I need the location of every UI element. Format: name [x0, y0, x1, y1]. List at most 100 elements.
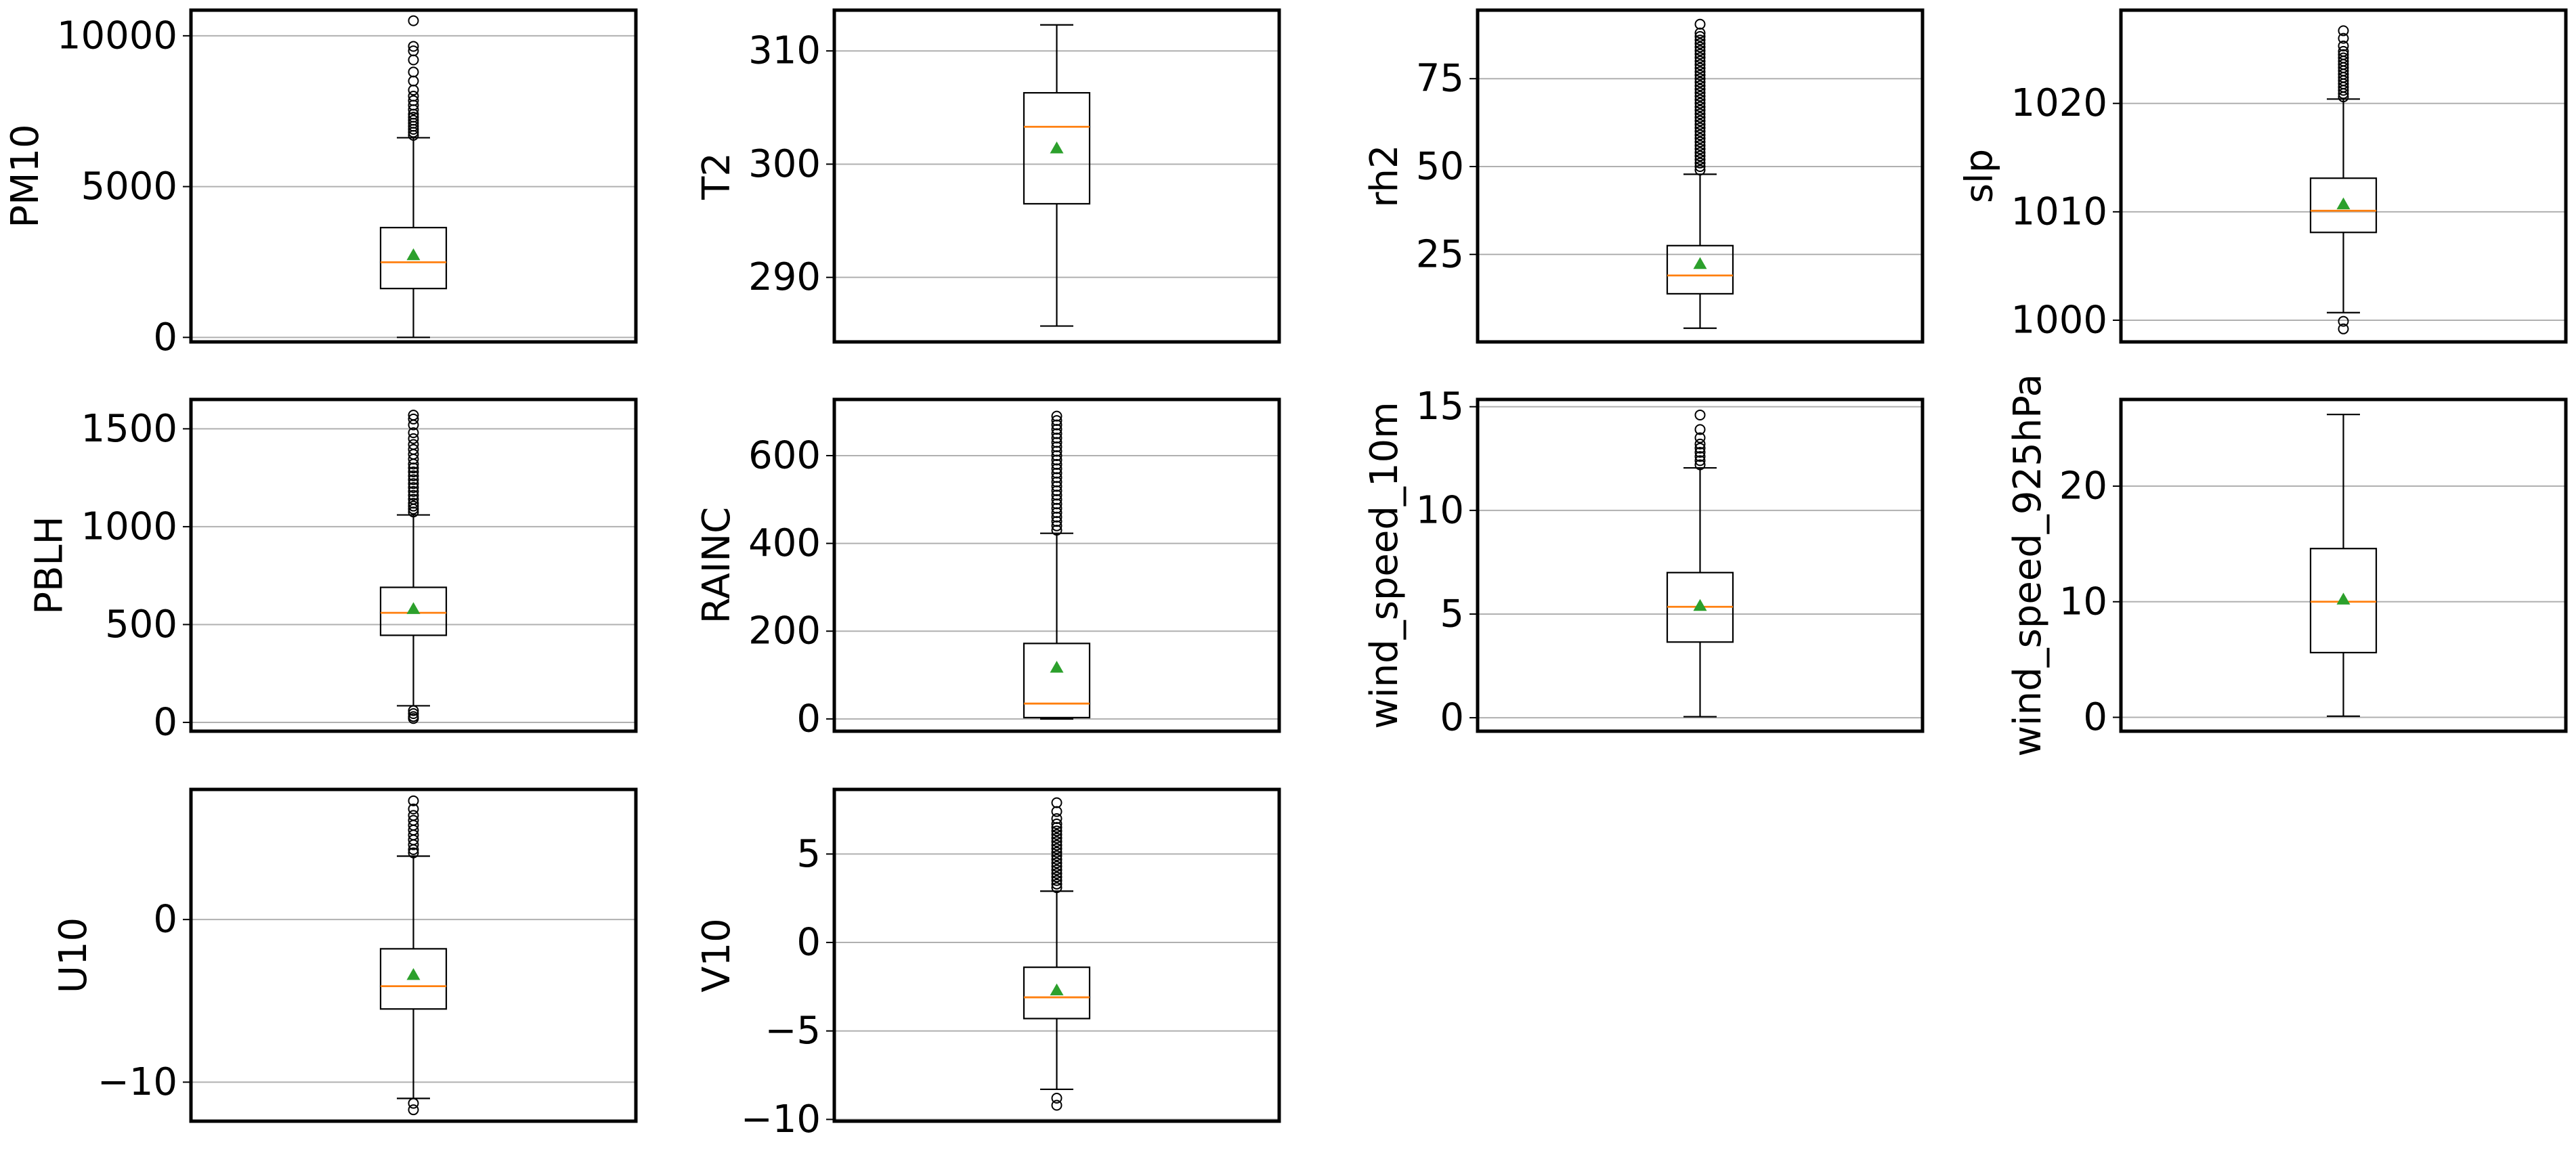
outlier-point: [408, 75, 419, 87]
outlier-point: [1051, 415, 1062, 427]
outlier-point: [1051, 476, 1062, 487]
y-tick-label: 300: [748, 142, 821, 186]
outlier-point: [408, 54, 419, 66]
outlier-point: [1051, 829, 1062, 840]
outlier-point: [408, 443, 419, 455]
y-tick-label: 0: [153, 316, 177, 360]
outlier-point: [1051, 410, 1062, 422]
y-tick-label: 5000: [81, 165, 177, 209]
y-tick-label: 0: [2083, 695, 2107, 739]
outlier-point: [1694, 115, 1706, 127]
plot-frame: [2119, 397, 2568, 733]
subplot-u10: −10 0 U10: [51, 787, 638, 1123]
outlier-point: [1694, 126, 1706, 137]
y-tick-label: −10: [98, 1060, 177, 1104]
outlier-point: [1051, 481, 1062, 492]
y-tick-label: 15: [1416, 385, 1464, 429]
outlier-point: [1051, 520, 1062, 531]
outlier-point: [1051, 825, 1062, 837]
y-tick-label: 5: [1440, 592, 1464, 636]
outlier-point: [1694, 122, 1706, 133]
iqr-box: [1023, 91, 1091, 205]
outlier-point: [2338, 323, 2349, 334]
y-tick-label: 0: [1440, 696, 1464, 740]
outlier-point: [1694, 424, 1706, 435]
outlier-point: [1694, 48, 1706, 60]
mean-marker: [2336, 592, 2350, 605]
outlier-point: [1694, 97, 1706, 109]
outlier-point: [1051, 1093, 1062, 1104]
outlier-point: [1694, 38, 1706, 49]
outlier-point: [408, 439, 419, 450]
outlier-point: [1694, 154, 1706, 165]
outlier-point: [408, 413, 419, 425]
y-tick-label: 50: [1416, 144, 1464, 188]
outlier-point: [1051, 818, 1062, 829]
outlier-point: [2338, 25, 2349, 37]
outlier-point: [1051, 507, 1062, 519]
plot-frame: [832, 787, 1281, 1123]
outlier-point: [1694, 56, 1706, 67]
outlier-point: [408, 708, 419, 719]
outlier-point: [2338, 40, 2349, 51]
outlier-point: [1051, 813, 1062, 825]
plot-frame: [832, 397, 1281, 733]
y-axis-label: PM10: [3, 124, 47, 227]
plot-frame: [832, 8, 1281, 344]
outlier-point: [1051, 467, 1062, 479]
outlier-point: [1694, 118, 1706, 130]
y-axis-label: T2: [695, 152, 739, 200]
outlier-point: [1051, 882, 1062, 894]
outlier-point: [1694, 432, 1706, 443]
outlier-point: [1694, 409, 1706, 420]
mean-marker: [2336, 197, 2350, 210]
outlier-point: [1694, 104, 1706, 116]
y-tick-label: −5: [765, 1009, 821, 1053]
outlier-point: [1051, 843, 1062, 854]
outlier-point: [1694, 35, 1706, 46]
outlier-point: [1051, 832, 1062, 844]
outlier-point: [408, 494, 419, 505]
outlier-point: [2338, 49, 2349, 60]
y-tick-label: 1020: [2011, 81, 2107, 125]
outlier-point: [1694, 62, 1706, 74]
iqr-box: [379, 227, 448, 290]
outlier-point: [2338, 52, 2349, 64]
outlier-point: [1694, 73, 1706, 85]
outlier-point: [408, 45, 419, 57]
outlier-point: [408, 15, 419, 26]
outlier-point: [408, 803, 419, 814]
outlier-point: [1694, 45, 1706, 56]
outlier-point: [1694, 30, 1706, 42]
outlier-point: [1694, 66, 1706, 77]
outlier-point: [408, 490, 419, 501]
outlier-point: [1694, 91, 1706, 102]
y-tick-label: 0: [153, 898, 177, 942]
plot-frame: [2119, 8, 2568, 344]
iqr-box: [379, 586, 448, 636]
outlier-point: [408, 85, 419, 96]
y-tick-label: 10: [2059, 580, 2107, 624]
y-tick-label: −10: [741, 1097, 821, 1141]
outlier-point: [1051, 441, 1062, 452]
subplot-pm10: 0 5000 10000 PM10: [3, 8, 638, 360]
outlier-point: [1051, 445, 1062, 457]
y-tick-label: 1000: [2011, 298, 2107, 342]
subplot-v10: −10 −5 0 5 V10: [695, 787, 1281, 1141]
iqr-box: [379, 948, 448, 1010]
outlier-point: [1051, 494, 1062, 505]
outlier-point: [1051, 433, 1062, 444]
outlier-point: [1051, 836, 1062, 848]
outlier-point: [1051, 854, 1062, 865]
outlier-point: [2338, 32, 2349, 44]
mean-marker: [406, 602, 421, 614]
outlier-point: [1051, 806, 1062, 817]
mean-marker: [406, 967, 421, 980]
plot-frame: [1476, 8, 1925, 344]
y-tick-label: 10000: [57, 14, 177, 58]
outlier-point: [1694, 157, 1706, 169]
outlier-point: [408, 474, 419, 485]
plot-frame: [189, 397, 638, 733]
